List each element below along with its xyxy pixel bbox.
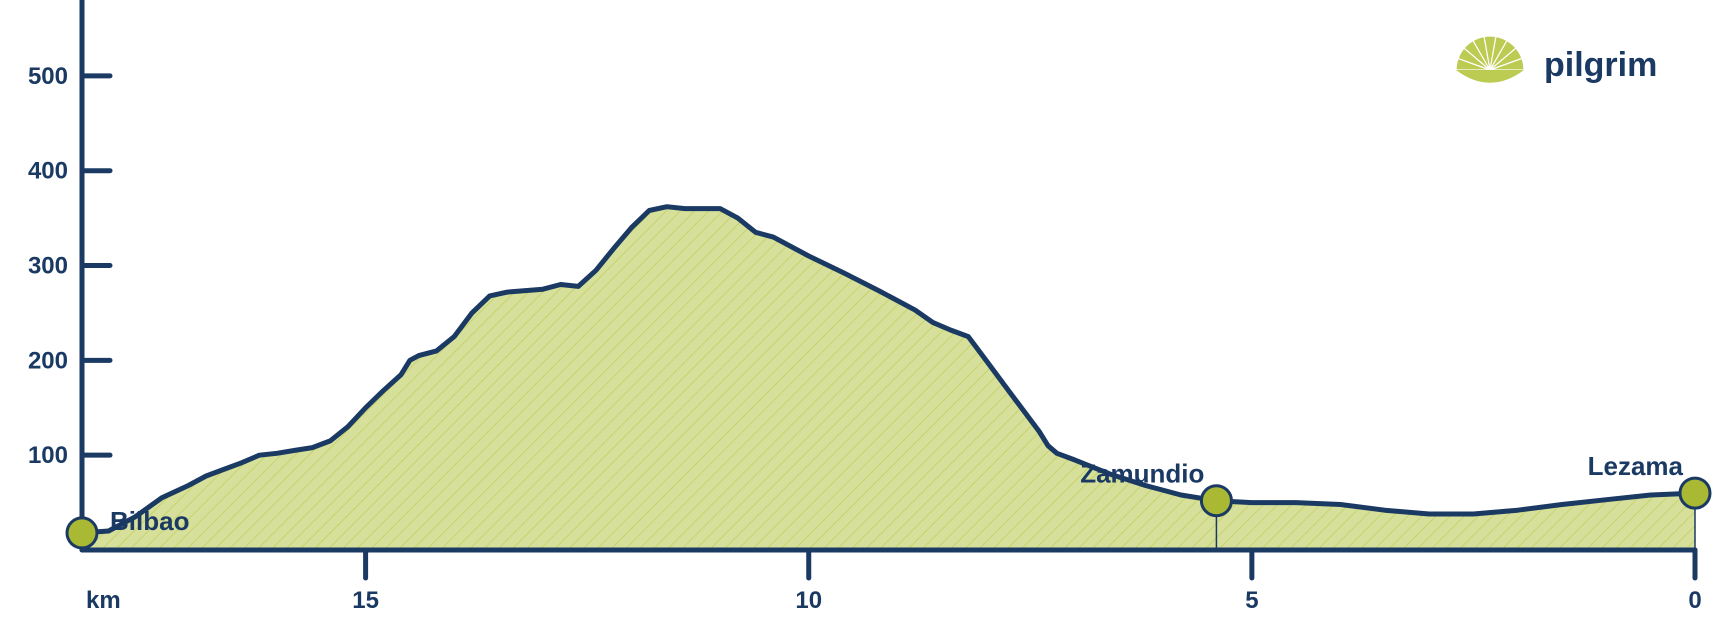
x-unit-label: km <box>86 587 121 614</box>
city-marker <box>1201 486 1231 516</box>
x-tick-label: 5 <box>1245 587 1258 614</box>
y-tick-label: 200 <box>28 347 68 374</box>
y-tick-label: 100 <box>28 442 68 469</box>
y-tick-label: 300 <box>28 253 68 280</box>
x-tick-label: 10 <box>795 587 822 614</box>
city-label: Bilbao <box>110 506 189 536</box>
city-marker <box>1680 478 1710 508</box>
y-tick-label: 400 <box>28 158 68 185</box>
city-label: Lezama <box>1588 451 1684 481</box>
elevation-chart: 100 200 300 400 500 0 5 10 15 km Bilbao Zamundio Lez… <box>0 0 1717 630</box>
brand-label: pilgrim <box>1544 46 1657 84</box>
city-label: Zamundio <box>1080 459 1204 489</box>
city-marker <box>67 518 97 548</box>
y-tick-label: 500 <box>28 63 68 90</box>
x-tick-label: 0 <box>1688 587 1701 614</box>
x-tick-label: 15 <box>352 587 379 614</box>
